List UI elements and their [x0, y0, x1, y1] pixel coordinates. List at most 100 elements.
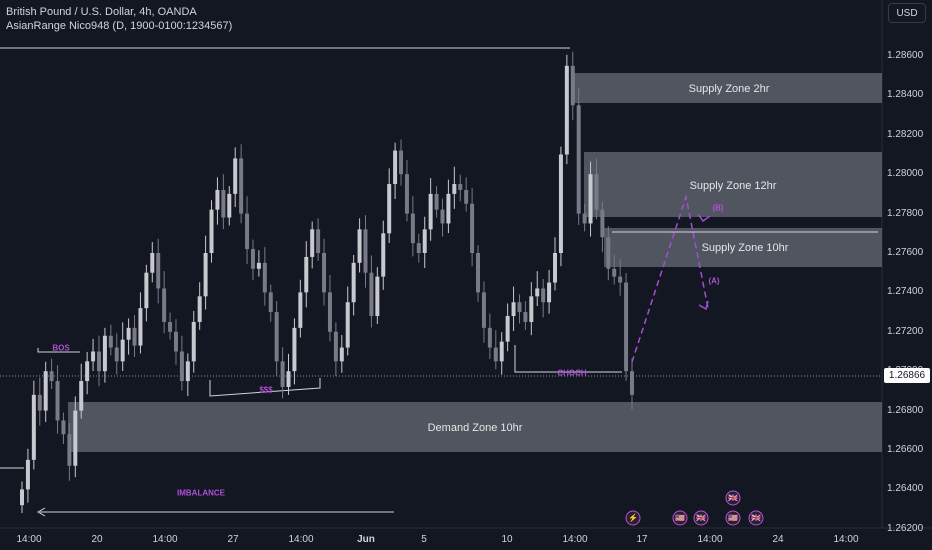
candle-body [333, 331, 338, 362]
candle-body [481, 292, 486, 328]
candle-body [493, 347, 498, 362]
candle-body [440, 209, 445, 224]
candle-body [464, 189, 469, 204]
time-tick-label: Jun [357, 534, 375, 545]
price-tick-label: 1.28000 [887, 168, 924, 180]
candle-body [67, 434, 72, 466]
candle-body [280, 361, 285, 387]
time-tick-label: 14:00 [833, 534, 859, 545]
candles-group [20, 51, 634, 514]
candle-body [535, 288, 540, 297]
candle-body [511, 302, 516, 317]
candle-body [499, 341, 504, 362]
liquidity-line[interactable] [209, 378, 321, 397]
candle-body [357, 229, 362, 263]
demand-zone-10hr[interactable] [68, 402, 882, 452]
candle-body [185, 361, 190, 382]
candle-body [215, 189, 220, 210]
candle-body [120, 339, 125, 362]
candle-body [618, 276, 623, 283]
candle-body [173, 331, 178, 352]
candle-body [85, 361, 90, 382]
time-tick-label: 14:00 [562, 534, 588, 545]
candle-body [322, 253, 327, 293]
candle-body [558, 154, 563, 253]
candle-body [422, 229, 427, 253]
bos-line[interactable] [37, 348, 80, 353]
candle-body [239, 158, 244, 214]
candle-body [529, 296, 534, 322]
candle-body [351, 262, 356, 303]
us-flag-icon[interactable]: 🇺🇸 [725, 510, 741, 526]
demand-zone-10hr-label: Demand Zone 10hr [427, 422, 523, 434]
candle-body [73, 410, 78, 466]
wave-b-label: (B) [712, 203, 724, 213]
price-tick-label: 1.27400 [887, 286, 924, 298]
price-tick-label: 1.28600 [887, 50, 924, 61]
candle-body [114, 347, 119, 362]
imbalance-label: IMBALANCE [177, 488, 225, 498]
uk-flag-icon[interactable]: 🇬🇧 [693, 510, 709, 526]
liquidity-label: $$$ [259, 385, 273, 395]
us-flag-icon[interactable]: 🇺🇸 [672, 510, 688, 526]
candle-body [576, 105, 581, 214]
candle-body [588, 174, 593, 224]
candle-body [624, 282, 629, 372]
indicator-label[interactable]: AsianRange Nico948 (D, 1900-0100:1234567… [6, 20, 233, 32]
price-tick-label: 1.26400 [887, 483, 924, 495]
candle-body [274, 312, 279, 362]
candle-body [227, 193, 232, 218]
supply-zone-2hr[interactable] [574, 73, 882, 103]
candle-body [345, 302, 350, 348]
candle-body [523, 312, 528, 322]
lightning-icon[interactable]: ⚡ [625, 510, 641, 526]
candle-body [43, 371, 48, 411]
candle-body [162, 288, 167, 322]
imbalance-arrowhead [36, 507, 46, 517]
candle-body [410, 213, 415, 244]
candle-body [20, 489, 24, 506]
time-tick-label: 14:00 [16, 534, 42, 545]
candle-body [470, 203, 475, 253]
candle-body [256, 262, 261, 269]
currency-button[interactable]: USD [888, 3, 926, 23]
price-tick-label: 1.27800 [887, 207, 924, 219]
time-tick-label: 10 [501, 534, 513, 545]
candle-body [108, 335, 113, 348]
price-tick-label: 1.26200 [887, 522, 924, 534]
time-tick-label: 14:00 [288, 534, 314, 545]
candle-body [150, 253, 155, 273]
candle-body [428, 193, 433, 230]
wave-a-label: (A) [708, 276, 720, 286]
uk-flag-icon[interactable]: 🇬🇧 [725, 490, 741, 506]
candle-body [606, 237, 611, 269]
time-tick-label: 24 [772, 534, 784, 545]
candle-body [168, 321, 173, 332]
candle-body [363, 229, 368, 273]
choch-line[interactable] [514, 345, 622, 373]
candle-body [375, 276, 380, 317]
candle-body [132, 327, 137, 346]
candle-body [304, 256, 309, 293]
time-tick-label: 20 [91, 534, 103, 545]
candle-body [416, 243, 421, 253]
candle-body [144, 272, 149, 309]
candle-body [233, 158, 238, 194]
projection-path[interactable] [631, 194, 709, 363]
candle-body [197, 296, 202, 322]
candle-body [203, 253, 208, 297]
uk-flag-icon[interactable]: 🇬🇧 [748, 510, 764, 526]
candle-body [221, 189, 226, 218]
supply-zone-12hr[interactable] [584, 152, 882, 217]
candle-body [292, 327, 297, 372]
candle-body [381, 233, 386, 277]
candle-body [250, 249, 255, 269]
candle-body [55, 381, 60, 421]
candle-body [102, 335, 107, 372]
candle-body [452, 184, 457, 194]
candle-body [600, 209, 605, 238]
candle-body [49, 371, 54, 382]
price-tick-label: 1.26600 [887, 444, 924, 455]
supply-zone-10hr[interactable] [604, 228, 882, 267]
